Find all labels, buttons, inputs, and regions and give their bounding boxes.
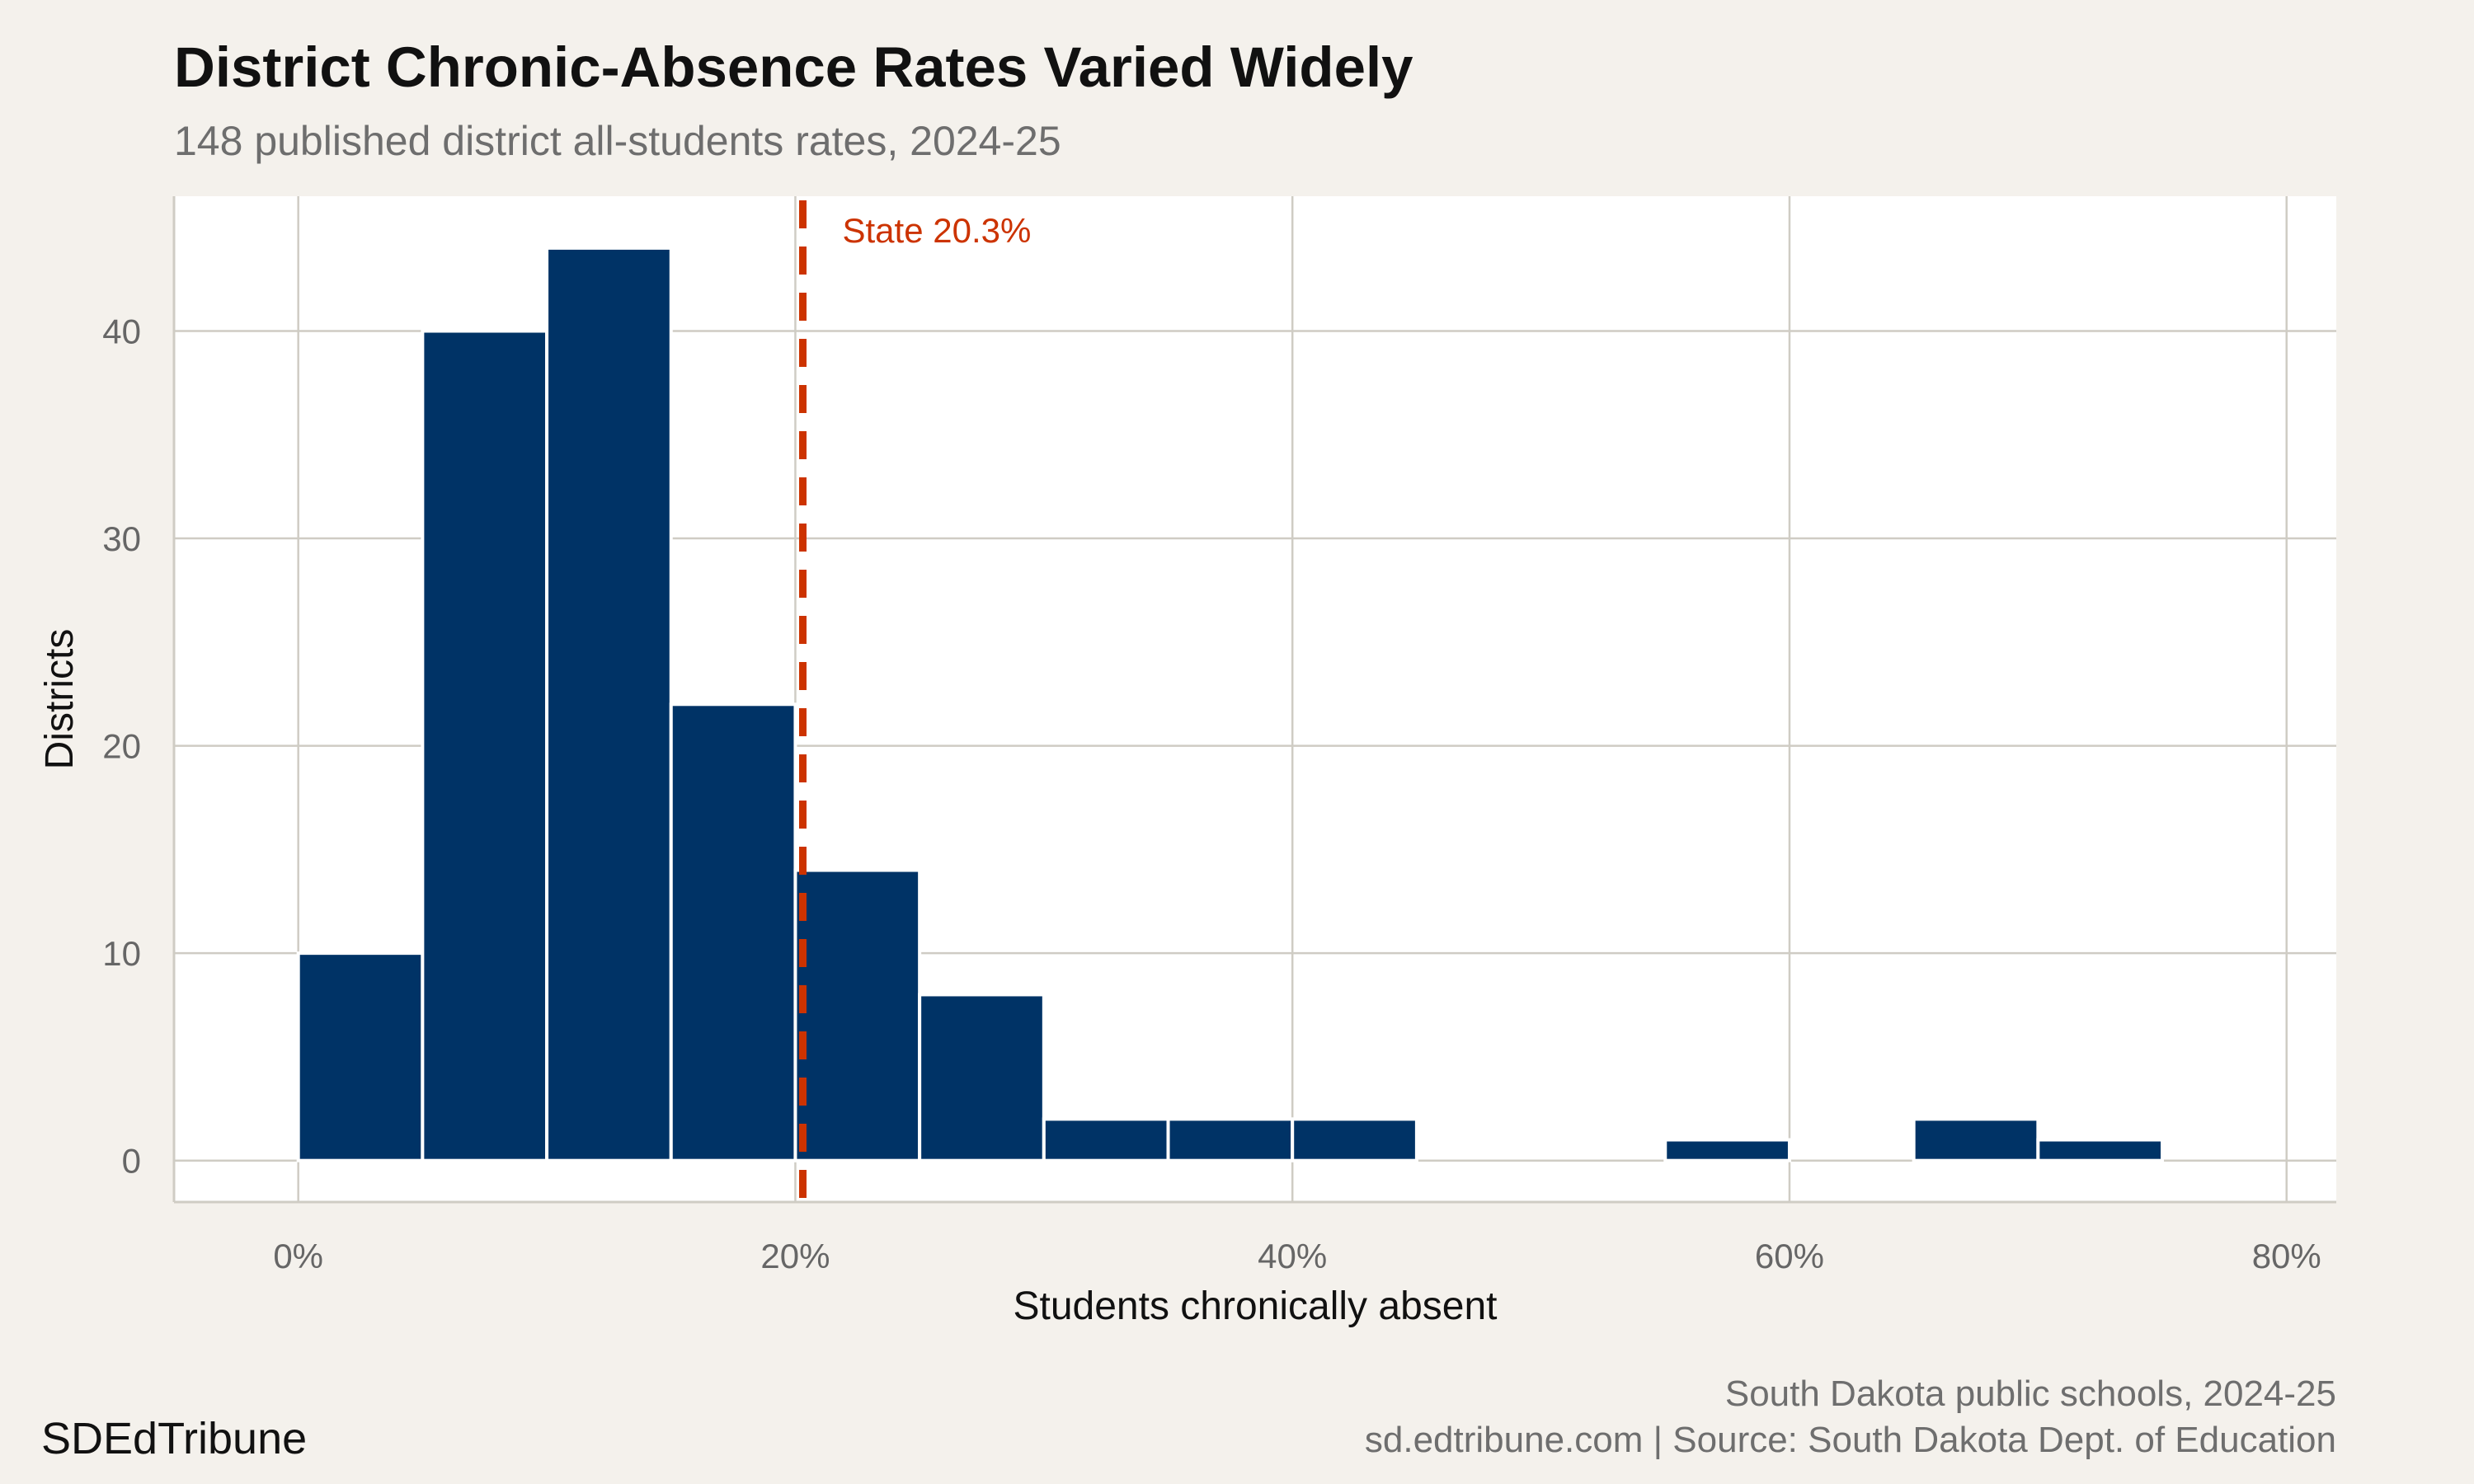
- histogram-bar: [421, 329, 549, 1162]
- x-tick-label: 0%: [273, 1237, 323, 1275]
- histogram-bar: [918, 993, 1046, 1162]
- y-tick-label: 40: [102, 312, 141, 351]
- brand-logo-text: SDEdTribune: [41, 1414, 308, 1463]
- caption: South Dakota public schools, 2024-25 sd.…: [1365, 1371, 2336, 1463]
- caption-line-1: South Dakota public schools, 2024-25: [1724, 1374, 2336, 1414]
- y-tick-label: 20: [102, 727, 141, 766]
- y-tick-label: 10: [102, 934, 141, 973]
- y-tick-label: 30: [102, 519, 141, 558]
- histogram-bar: [669, 702, 797, 1162]
- state-average-label: State 20.3%: [842, 211, 1031, 250]
- x-tick-label: 20%: [760, 1237, 830, 1275]
- histogram-bar: [1291, 1117, 1418, 1162]
- x-tick-label: 80%: [2252, 1237, 2321, 1275]
- histogram-bar: [1663, 1138, 1791, 1162]
- x-axis-title: Students chronically absent: [1013, 1284, 1497, 1328]
- y-axis-title: Districts: [38, 629, 82, 770]
- chart-subtitle: 148 published district all-students rate…: [174, 118, 1061, 164]
- histogram-bar: [1042, 1117, 1170, 1162]
- caption-line-2: sd.edtribune.com | Source: South Dakota …: [1364, 1420, 2336, 1460]
- y-tick-label: 0: [122, 1142, 141, 1181]
- x-tick-label: 60%: [1755, 1237, 1824, 1275]
- histogram-bar: [1912, 1117, 2040, 1162]
- x-tick-label: 40%: [1258, 1237, 1327, 1275]
- histogram-bar: [1166, 1117, 1295, 1162]
- histogram-bar: [793, 868, 922, 1162]
- chart-title: District Chronic-Absence Rates Varied Wi…: [174, 35, 1413, 99]
- histogram-bar: [2036, 1138, 2165, 1162]
- histogram-bar: [545, 246, 673, 1162]
- histogram-bar: [296, 951, 425, 1162]
